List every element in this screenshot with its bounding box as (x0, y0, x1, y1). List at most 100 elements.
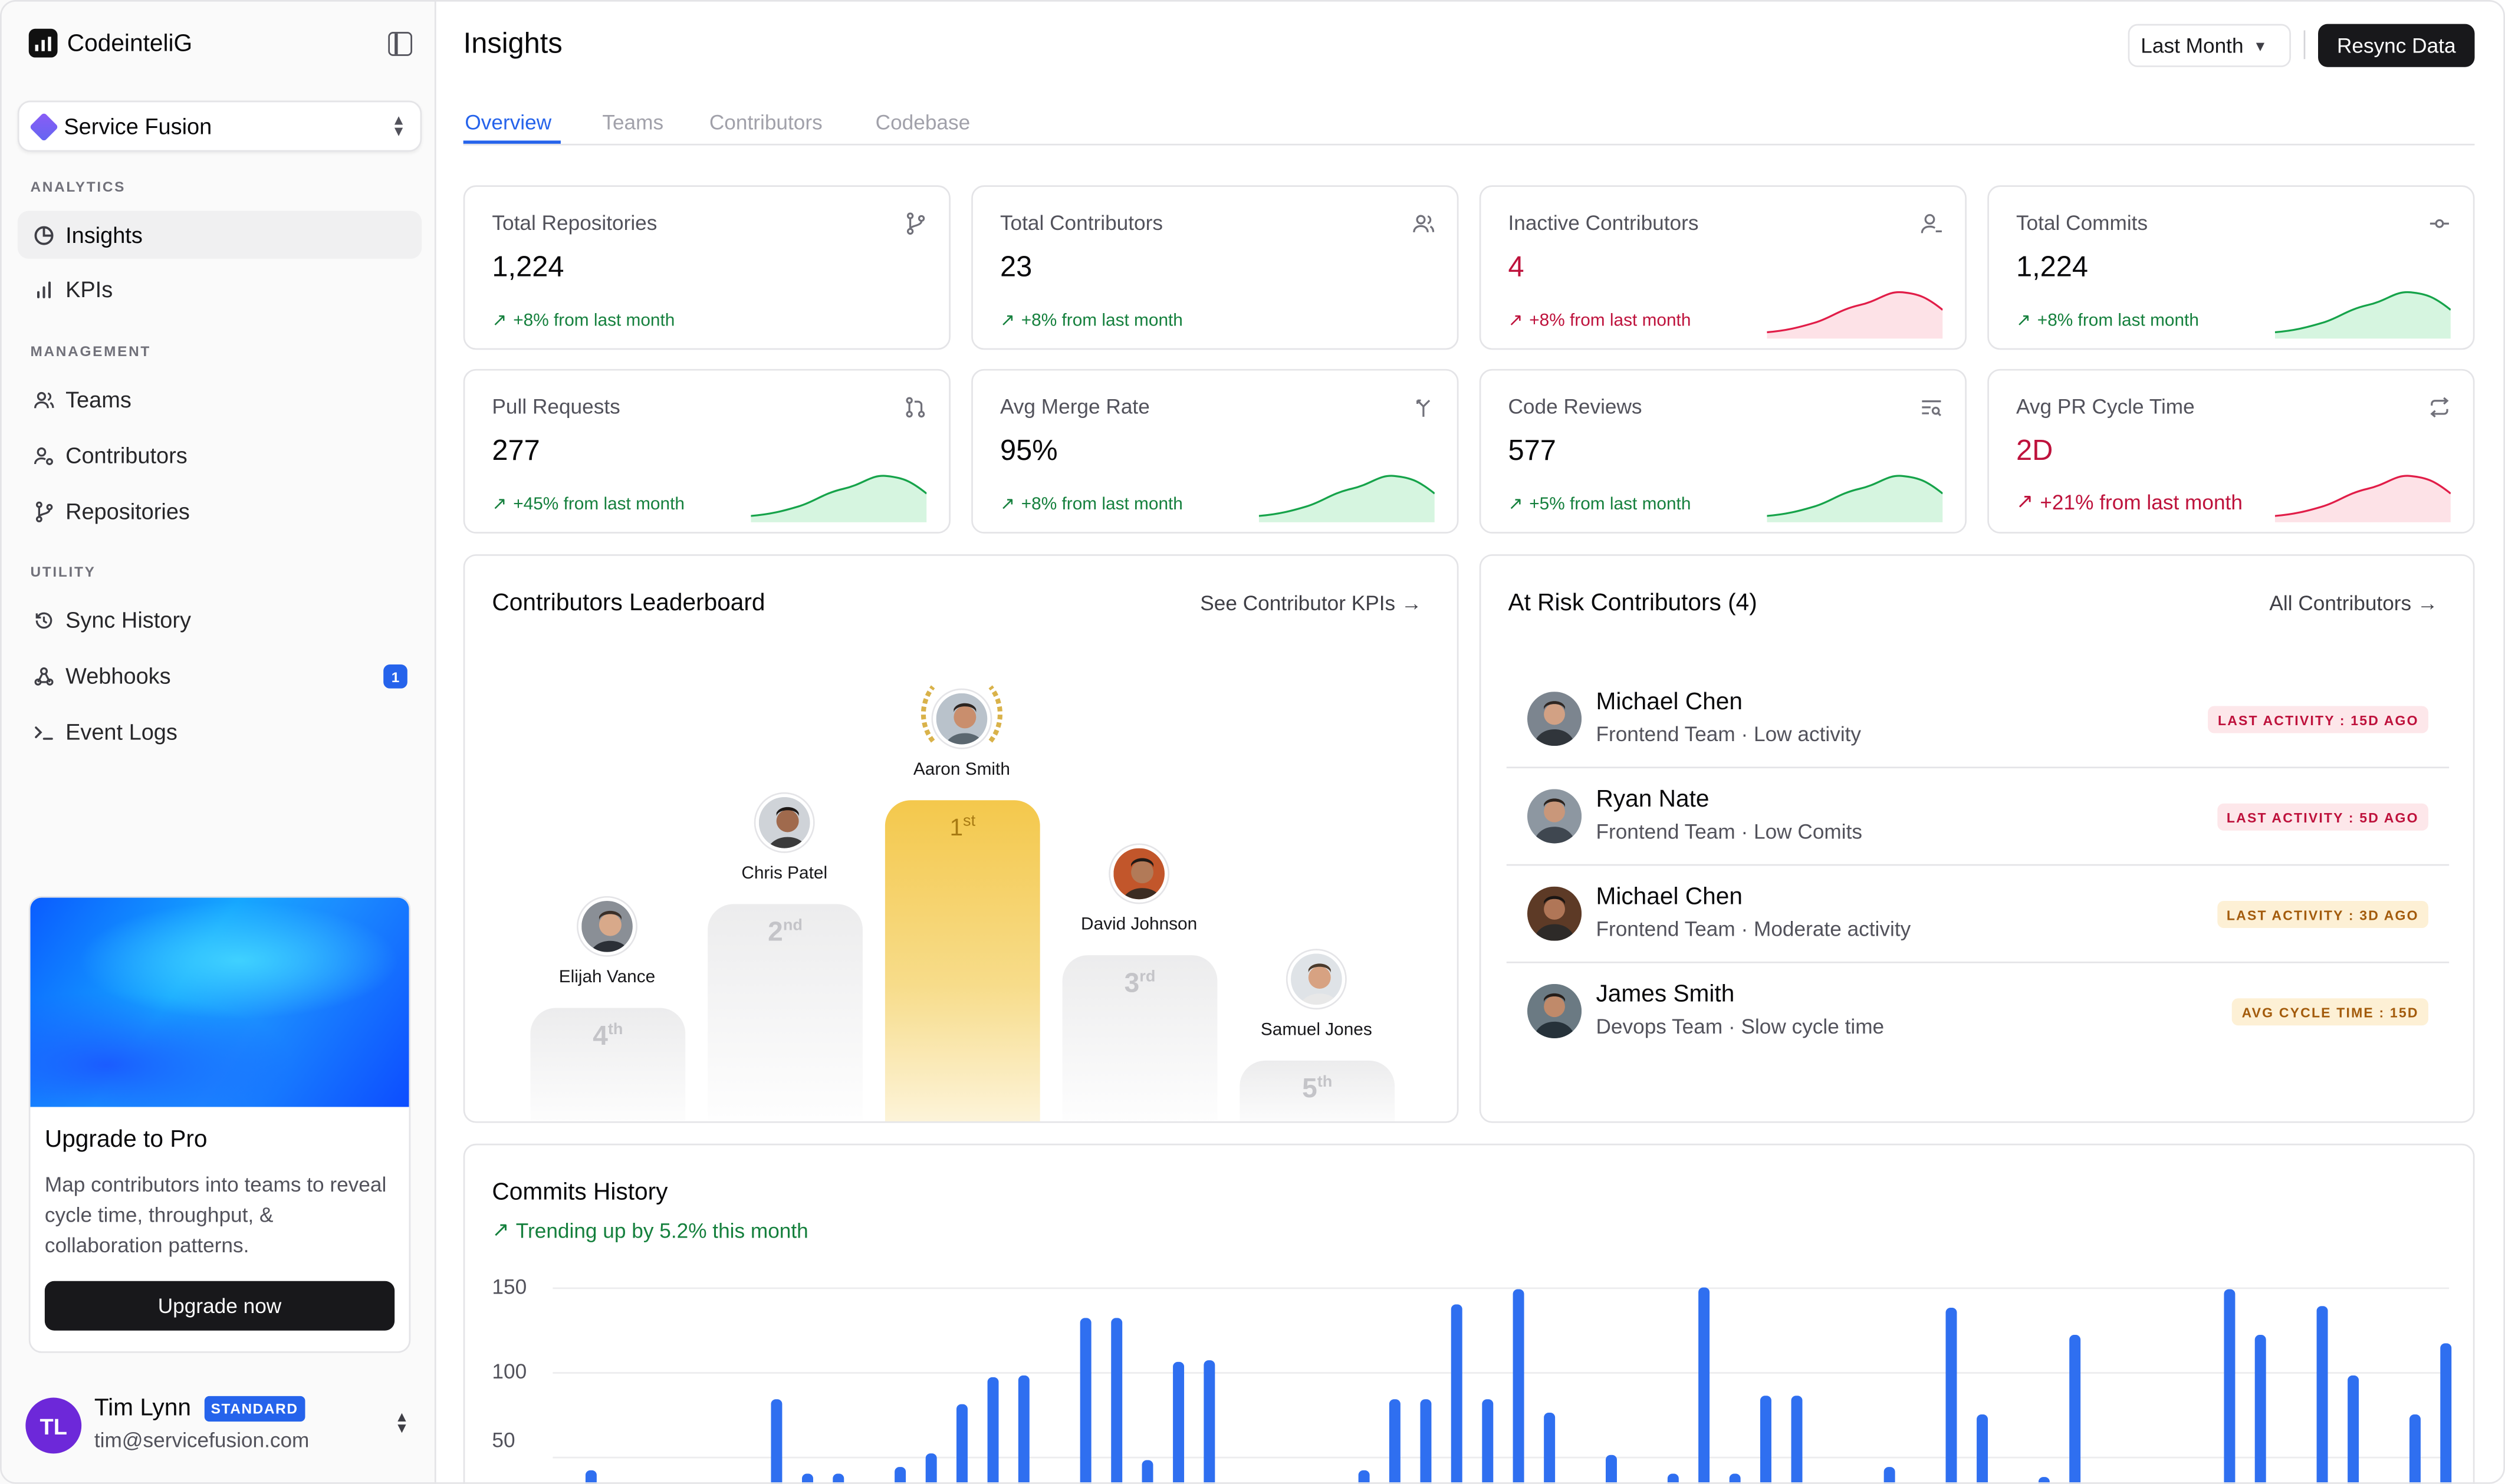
commit-bar (1698, 1287, 1710, 1484)
commit-bar (925, 1453, 937, 1484)
commit-bar (1420, 1399, 1432, 1484)
podium-3: 3rd (1062, 955, 1218, 1121)
sparkline-chart (1258, 475, 1435, 522)
tab-contributors[interactable]: Contributors (709, 110, 823, 134)
leaderboard-person-winner[interactable]: Aaron Smith (874, 685, 1050, 779)
commit-bar (2316, 1306, 2328, 1484)
tab-teams[interactable]: Teams (602, 110, 664, 134)
all-contributors-link[interactable]: All Contributors → (2269, 591, 2438, 616)
arrow-right-icon: → (2417, 591, 2438, 616)
commit-bar (1173, 1361, 1185, 1484)
trending-up-icon: ↗ (1000, 495, 1015, 515)
commit-bar (1729, 1473, 1741, 1484)
sidebar-item-kpis[interactable]: KPIs (18, 265, 422, 313)
sidebar-toggle-icon[interactable] (388, 32, 412, 56)
podium-rank: 2nd (768, 917, 803, 947)
list-item[interactable]: Ryan Nate Frontend Team · Low Comits LAS… (1506, 768, 2450, 866)
sidebar: CodeinteliG Service Fusion ▲ ▼ ANALYTICS … (0, 0, 436, 1484)
stat-value: 277 (492, 434, 540, 467)
sidebar-item-webhooks[interactable]: Webhooks 1 (18, 651, 422, 699)
commits-bar-chart (585, 1287, 2452, 1484)
user-cog-icon (34, 445, 54, 466)
commit-bar (1482, 1399, 1494, 1484)
sidebar-item-sync-history[interactable]: Sync History (18, 596, 422, 644)
commit-bar (1544, 1413, 1556, 1484)
resync-data-button[interactable]: Resync Data (2318, 24, 2475, 67)
sidebar-item-teams[interactable]: Teams (18, 376, 422, 423)
sparkline-chart (1767, 291, 1943, 339)
stat-title: Code Reviews (1508, 394, 1642, 419)
trending-up-icon: ↗ (2016, 311, 2031, 331)
leaderboard-person[interactable]: Elijah Vance (519, 897, 695, 987)
podium-1: 1st (885, 800, 1040, 1121)
stat-delta: ↗ +8% from last month (1000, 494, 1183, 515)
contributors-leaderboard-card: Contributors Leaderboard See Contributor… (463, 554, 1459, 1123)
trending-up-icon: ↗ (1508, 311, 1523, 331)
user-menu[interactable]: TL Tim Lynn STANDARD tim@servicefusion.c… (25, 1394, 422, 1455)
contributor-meta: Frontend Team · Low activity (1596, 722, 1862, 746)
sidebar-item-event-logs[interactable]: Event Logs (18, 708, 422, 755)
brand[interactable]: CodeinteliG (28, 28, 193, 58)
list-item[interactable]: Michael Chen Frontend Team · Low activit… (1506, 671, 2450, 769)
section-label-analytics: ANALYTICS (30, 179, 126, 195)
leaderboard-person[interactable]: David Johnson (1051, 845, 1227, 935)
pie-chart-icon (34, 225, 54, 245)
commit-bar (2409, 1414, 2421, 1484)
stat-value: 577 (1508, 434, 1556, 467)
stat-delta: ↗ +8% from last month (492, 310, 675, 331)
divider (2303, 30, 2306, 60)
git-branch-icon (34, 501, 54, 522)
at-risk-contributors-card: At Risk Contributors (4) All Contributor… (1479, 554, 2475, 1123)
commit-bar (2348, 1375, 2359, 1484)
avatar: TL (25, 1397, 82, 1454)
list-item[interactable]: James Smith Devops Team · Slow cycle tim… (1507, 963, 2449, 1061)
sidebar-item-insights[interactable]: Insights (17, 210, 422, 259)
commit-bar (1080, 1318, 1092, 1484)
trending-up-icon: ↗ (492, 311, 507, 331)
stat-title: Total Contributors (1000, 210, 1163, 235)
repeat-icon (2428, 396, 2451, 419)
stat-delta: ↗ +21% from last month (2016, 489, 2243, 514)
tab-codebase[interactable]: Codebase (875, 110, 971, 134)
commit-bar (1945, 1308, 1957, 1484)
sidebar-item-repositories[interactable]: Repositories (18, 487, 422, 535)
trend-subtitle: ↗ Trending up by 5.2% this month (492, 1217, 808, 1242)
sidebar-item-contributors[interactable]: Contributors (18, 431, 422, 479)
org-name: Service Fusion (64, 113, 212, 139)
period-select[interactable]: Last Month ▼ (2128, 24, 2291, 67)
upgrade-now-button[interactable]: Upgrade now (44, 1281, 395, 1331)
stat-value: 4 (1508, 251, 1524, 283)
users-icon (1412, 212, 1435, 235)
commit-bar (1111, 1318, 1123, 1484)
trending-up-icon: ↗ (2016, 489, 2034, 513)
promo-title: Upgrade to Pro (44, 1126, 208, 1154)
brand-name: CodeinteliG (67, 29, 193, 57)
sparkline-chart (2274, 475, 2451, 522)
sidebar-item-label: Insights (65, 222, 143, 248)
commit-bar (1358, 1470, 1370, 1484)
stat-title: Avg PR Cycle Time (2016, 394, 2195, 419)
leaderboard-person[interactable]: Chris Patel (696, 794, 872, 883)
org-selector[interactable]: Service Fusion ▲ ▼ (17, 100, 422, 152)
podium-2: 2nd (708, 904, 863, 1121)
see-contributor-kpis-link[interactable]: See Contributor KPIs → (1200, 591, 1422, 616)
sparkline-chart (2274, 291, 2451, 339)
commit-bar (956, 1404, 968, 1484)
webhook-icon (34, 665, 54, 686)
tab-overview[interactable]: Overview (465, 110, 552, 134)
status-badge: AVG CYCLE TIME : 15D (2232, 998, 2428, 1026)
sidebar-item-label: Sync History (65, 607, 191, 633)
page-title: Insights (463, 27, 563, 60)
list-item[interactable]: Michael Chen Frontend Team · Moderate ac… (1506, 866, 2450, 963)
podium-5: 5th (1240, 1060, 1395, 1121)
users-icon (34, 389, 54, 410)
contributor-meta: Devops Team · Slow cycle time (1596, 1014, 1885, 1038)
trending-up-icon: ↗ (492, 1217, 509, 1242)
plan-badge: STANDARD (204, 1396, 305, 1422)
status-badge: LAST ACTIVITY : 5D AGO (2217, 803, 2428, 831)
gridline (553, 1287, 2450, 1289)
promo-text: Map contributors into teams to reveal cy… (44, 1172, 387, 1258)
leaderboard-person[interactable]: Samuel Jones (1228, 950, 1404, 1040)
commit-bar (987, 1377, 999, 1484)
